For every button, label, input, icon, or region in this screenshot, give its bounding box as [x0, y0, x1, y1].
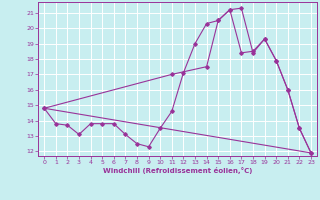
X-axis label: Windchill (Refroidissement éolien,°C): Windchill (Refroidissement éolien,°C) — [103, 167, 252, 174]
